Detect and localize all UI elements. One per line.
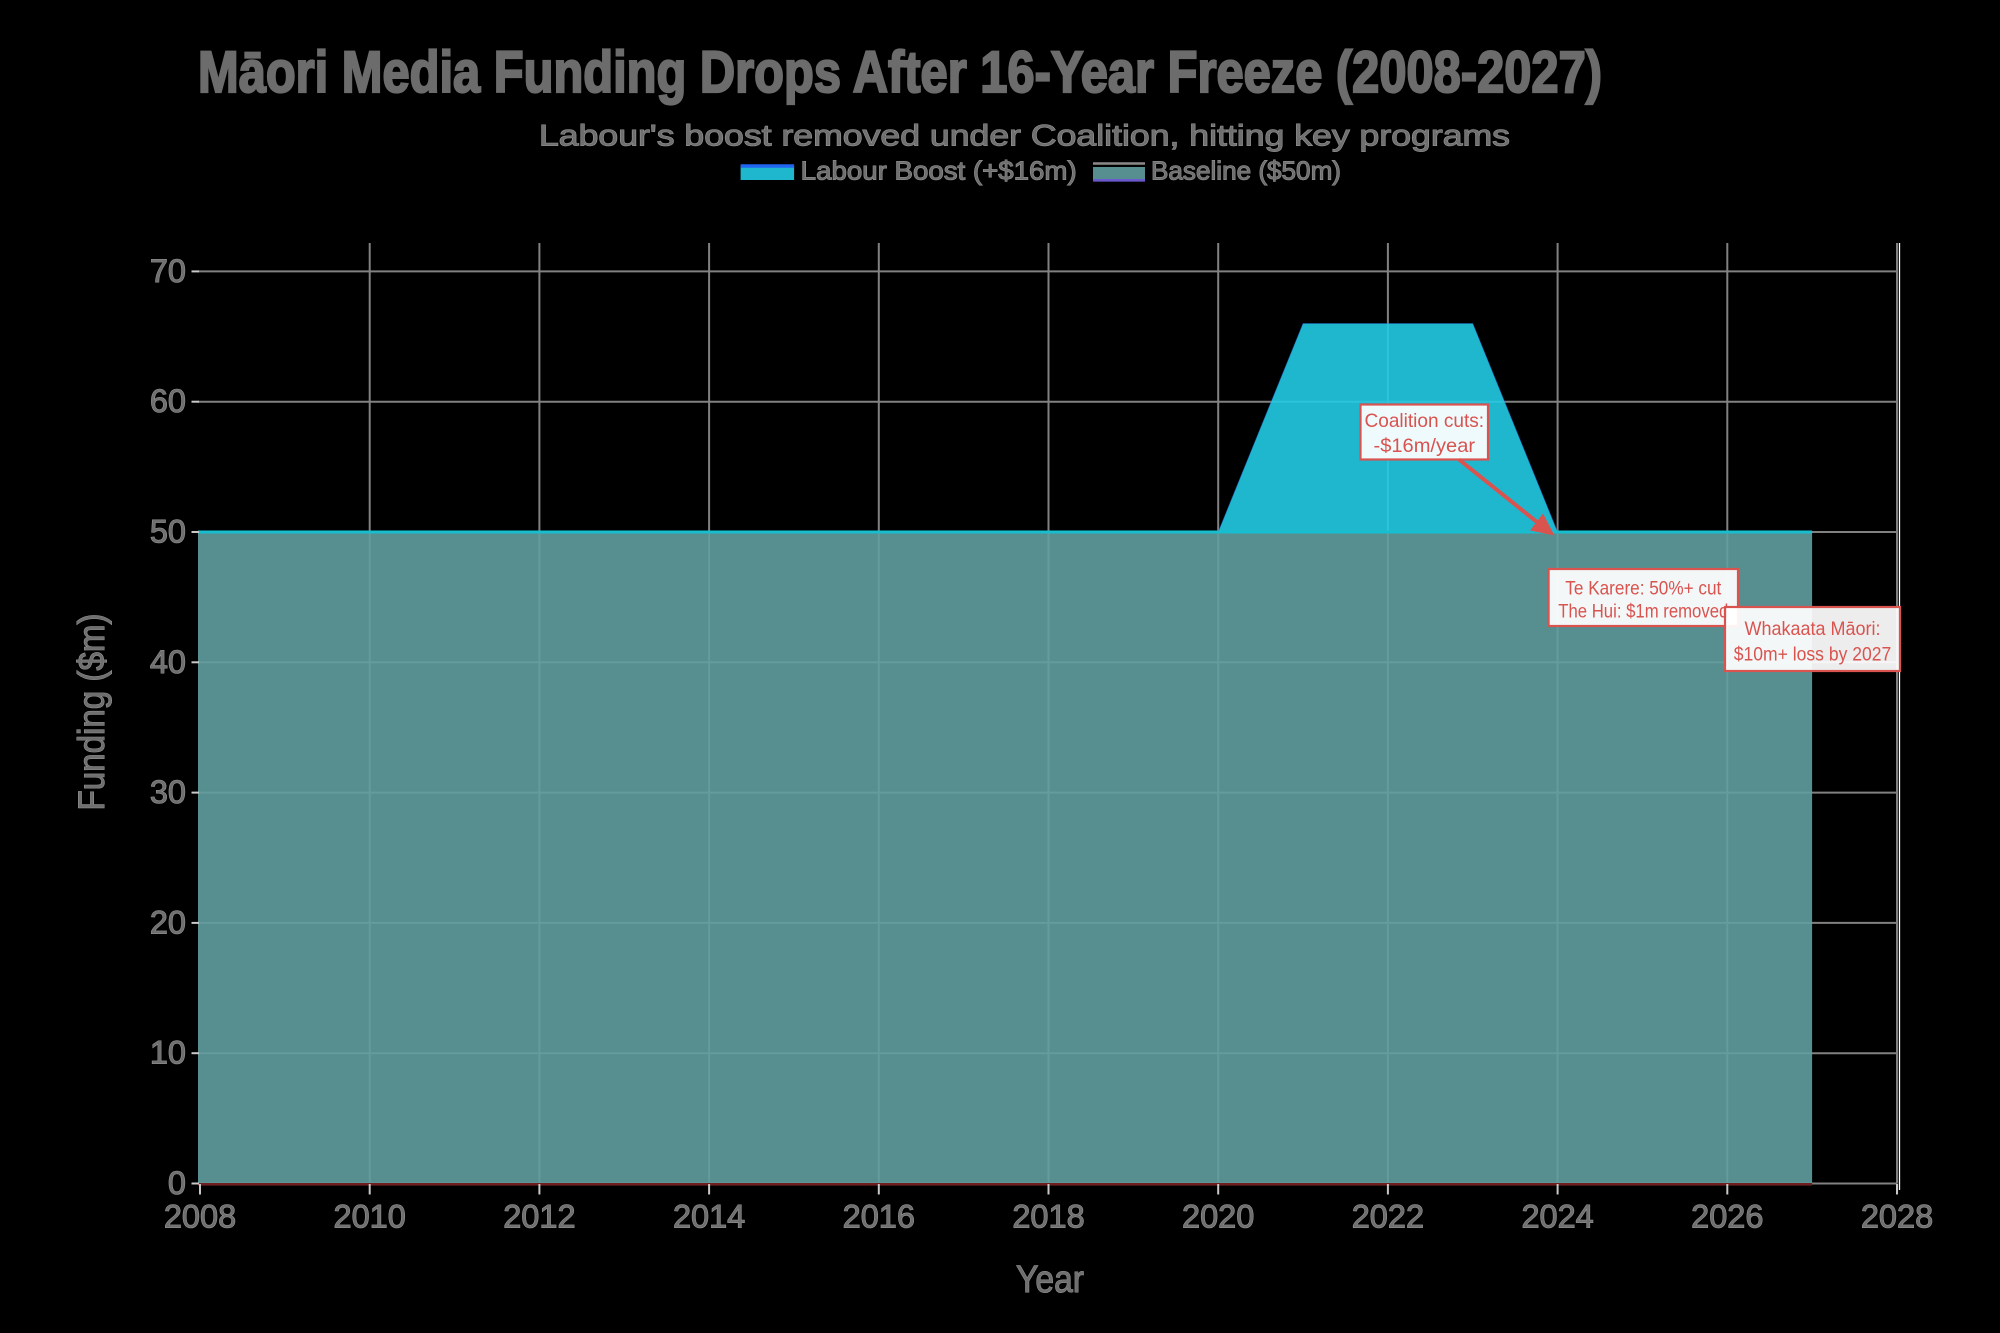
svg-text:2014: 2014 bbox=[673, 1199, 745, 1235]
svg-text:50: 50 bbox=[150, 514, 186, 550]
svg-text:Baseline ($50m): Baseline ($50m) bbox=[1151, 156, 1341, 186]
svg-text:2026: 2026 bbox=[1691, 1199, 1763, 1235]
svg-text:40: 40 bbox=[150, 644, 186, 680]
svg-text:2018: 2018 bbox=[1012, 1199, 1084, 1235]
svg-text:2008: 2008 bbox=[164, 1199, 236, 1235]
svg-text:70: 70 bbox=[150, 253, 186, 289]
svg-text:Labour's boost removed under C: Labour's boost removed under Coalition, … bbox=[539, 120, 1510, 153]
svg-text:2020: 2020 bbox=[1182, 1199, 1254, 1235]
svg-text:2010: 2010 bbox=[334, 1199, 406, 1235]
svg-text:Māori Media Funding Drops Afte: Māori Media Funding Drops After 16-Year … bbox=[198, 40, 1602, 105]
svg-text:2028: 2028 bbox=[1861, 1199, 1933, 1235]
svg-text:$10m+ loss by 2027: $10m+ loss by 2027 bbox=[1734, 644, 1892, 666]
svg-text:2024: 2024 bbox=[1521, 1199, 1593, 1235]
svg-text:2022: 2022 bbox=[1352, 1199, 1424, 1235]
svg-text:-$16m/year: -$16m/year bbox=[1374, 435, 1476, 457]
svg-text:Whakaata Māori:: Whakaata Māori: bbox=[1745, 618, 1881, 640]
svg-text:Te Karere: 50%+ cut: Te Karere: 50%+ cut bbox=[1565, 578, 1722, 600]
svg-text:20: 20 bbox=[150, 904, 186, 940]
svg-text:Funding ($m): Funding ($m) bbox=[71, 614, 112, 811]
svg-text:Coalition cuts:: Coalition cuts: bbox=[1365, 410, 1485, 432]
svg-text:0: 0 bbox=[168, 1165, 186, 1201]
svg-text:2012: 2012 bbox=[503, 1199, 575, 1235]
svg-text:Year: Year bbox=[1016, 1259, 1084, 1301]
svg-text:Labour Boost (+$16m): Labour Boost (+$16m) bbox=[801, 156, 1077, 186]
svg-text:10: 10 bbox=[150, 1035, 186, 1071]
svg-text:30: 30 bbox=[150, 774, 186, 810]
svg-text:2016: 2016 bbox=[843, 1199, 915, 1235]
svg-text:The Hui: $1m removed: The Hui: $1m removed bbox=[1558, 601, 1728, 623]
svg-text:60: 60 bbox=[150, 383, 186, 419]
